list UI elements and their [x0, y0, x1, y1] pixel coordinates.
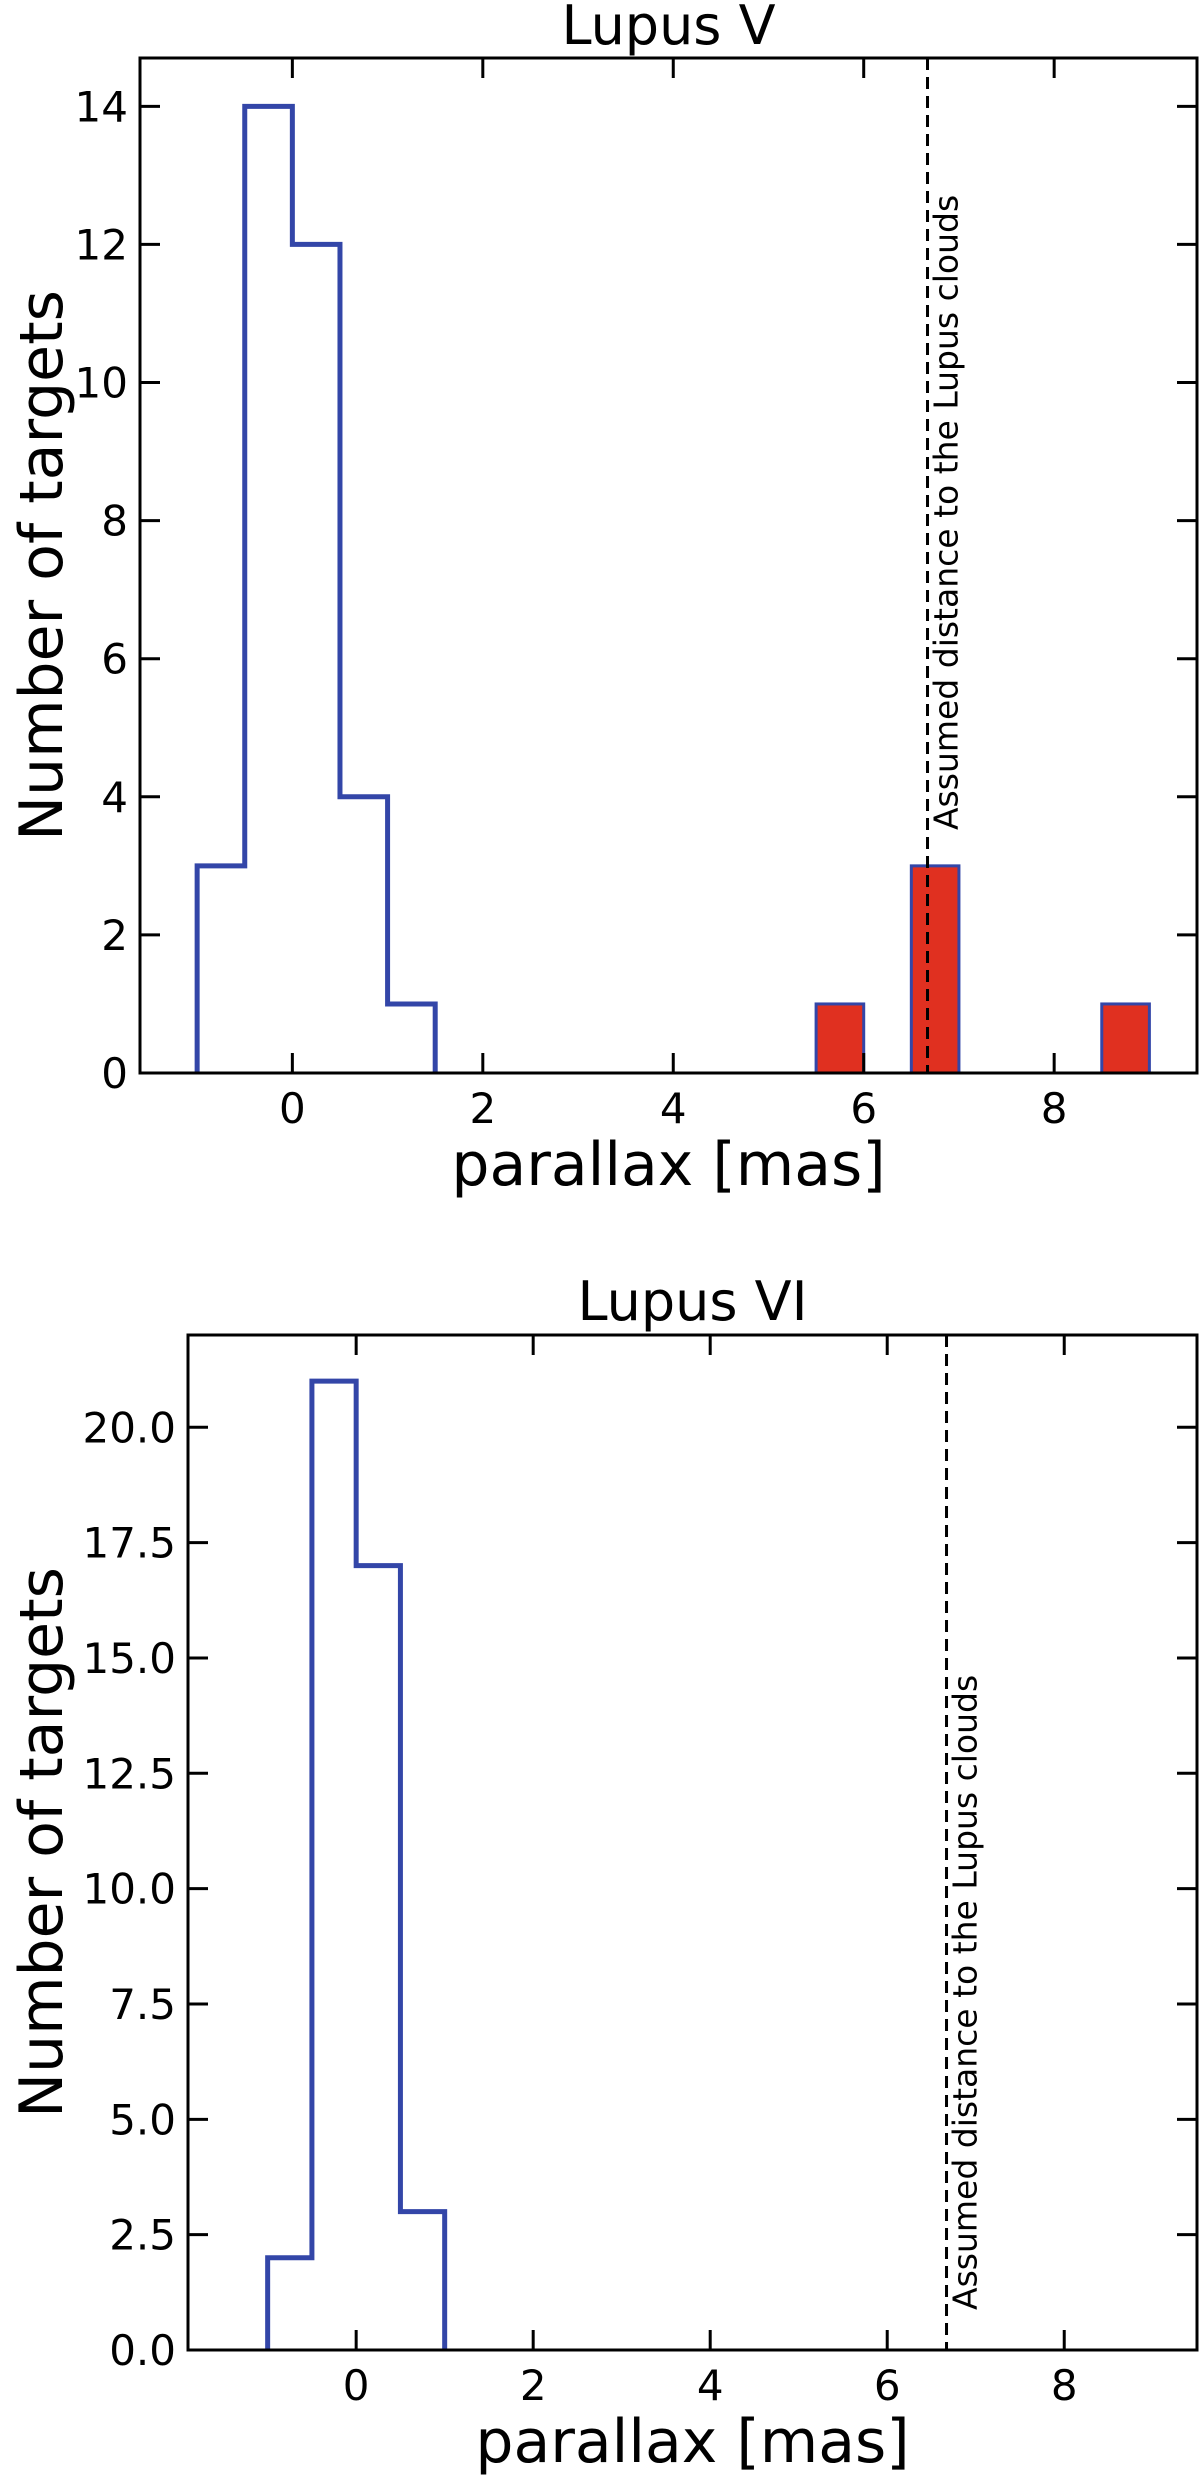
histogram-bar [1100, 1002, 1151, 1075]
chart-title: Lupus V [561, 0, 775, 57]
y-tick-label: 6 [101, 635, 128, 684]
y-tick-label: 12.5 [82, 1749, 176, 1798]
y-tick-label: 10 [75, 359, 128, 408]
assumed-distance-label: Assumed distance to the Lupus clouds [927, 195, 966, 830]
x-tick-label: 8 [1051, 2361, 1078, 2410]
histogram-bar [909, 864, 961, 1075]
x-tick-label: 8 [1041, 1084, 1068, 1133]
x-tick-label: 6 [850, 1084, 877, 1133]
assumed-distance-label: Assumed distance to the Lupus clouds [946, 1675, 985, 2310]
x-tick-label: 0 [279, 1084, 306, 1133]
y-tick-label: 2 [101, 911, 128, 960]
y-tick-label: 7.5 [109, 1980, 176, 2029]
y-tick-label: 20.0 [82, 1403, 176, 1452]
x-axis-label: parallax [mas] [475, 2407, 909, 2475]
histogram-step-outline [194, 103, 438, 1073]
chart-lupus-v: Assumed distance to the Lupus clouds 0 2 4 6… [7, 0, 1199, 1200]
y-tick-label: 4 [101, 773, 128, 822]
chart-lupus-vi: Assumed distance to the Lupus clouds 0 2 4 6… [7, 1270, 1199, 2475]
x-tick-label: 2 [469, 1084, 496, 1133]
x-axis-label: parallax [mas] [451, 1130, 885, 1200]
histogram-bar [814, 1002, 866, 1075]
y-tick-label: 17.5 [82, 1519, 176, 1568]
y-tick-label: 10.0 [82, 1865, 176, 1914]
chart-title: Lupus VI [577, 1270, 807, 1333]
y-tick-label: 15.0 [82, 1634, 176, 1683]
y-tick-label: 0 [101, 1049, 128, 1098]
x-tick-label: 2 [520, 2361, 547, 2410]
y-tick-label: 5.0 [109, 2095, 176, 2144]
x-tick-label: 4 [697, 2361, 724, 2410]
histogram-step-outline [265, 1378, 448, 2350]
y-tick-label: 14 [75, 82, 128, 131]
axes-frame [138, 56, 1199, 1075]
x-tick-label: 0 [343, 2361, 370, 2410]
y-axis-label: Number of targets [7, 290, 77, 841]
y-tick-label: 12 [75, 220, 128, 269]
axes-frame [186, 1333, 1199, 2352]
y-tick-label: 2.5 [109, 2211, 176, 2260]
y-axis-label: Number of targets [7, 1567, 77, 2118]
x-tick-label: 4 [660, 1084, 687, 1133]
y-tick-label: 0.0 [109, 2326, 176, 2375]
y-tick-label: 8 [101, 497, 128, 546]
x-tick-label: 6 [874, 2361, 901, 2410]
